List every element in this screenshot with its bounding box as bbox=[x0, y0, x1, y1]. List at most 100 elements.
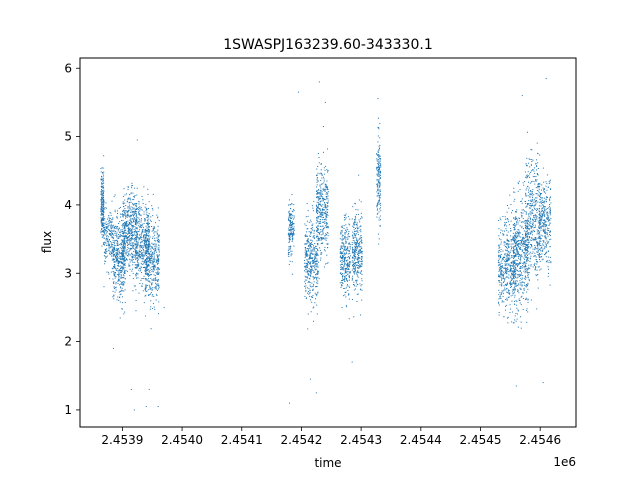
data-point bbox=[112, 244, 114, 246]
data-point bbox=[119, 277, 121, 279]
data-point bbox=[317, 224, 319, 226]
data-point bbox=[289, 229, 291, 231]
data-point bbox=[354, 253, 356, 255]
data-point bbox=[138, 225, 140, 227]
data-point bbox=[316, 230, 318, 232]
data-point bbox=[109, 224, 111, 226]
data-point bbox=[125, 216, 127, 218]
data-point bbox=[327, 262, 329, 264]
data-point bbox=[505, 246, 507, 248]
data-point bbox=[360, 261, 362, 263]
data-point bbox=[158, 254, 160, 256]
data-point bbox=[149, 288, 151, 290]
data-point bbox=[156, 237, 158, 239]
data-point bbox=[525, 252, 527, 254]
data-point bbox=[291, 239, 293, 241]
data-point bbox=[512, 268, 514, 270]
data-point bbox=[353, 222, 355, 224]
data-point bbox=[117, 296, 119, 298]
data-point bbox=[307, 267, 309, 269]
data-point bbox=[121, 258, 123, 260]
data-point bbox=[361, 261, 363, 263]
data-point bbox=[305, 234, 307, 236]
data-point bbox=[527, 282, 529, 284]
data-point bbox=[103, 225, 105, 227]
data-point bbox=[148, 230, 150, 232]
data-point bbox=[500, 239, 502, 241]
data-point bbox=[521, 214, 523, 216]
data-point bbox=[500, 261, 502, 263]
data-point bbox=[506, 269, 508, 271]
data-point bbox=[340, 286, 342, 288]
data-point bbox=[536, 237, 538, 239]
data-point bbox=[153, 248, 155, 250]
data-point bbox=[156, 273, 158, 275]
data-point bbox=[531, 195, 533, 197]
data-point bbox=[324, 205, 326, 207]
data-point bbox=[154, 266, 156, 268]
data-point bbox=[100, 221, 102, 223]
data-point bbox=[132, 202, 134, 204]
data-point bbox=[123, 225, 125, 227]
data-point bbox=[377, 149, 379, 151]
data-point bbox=[342, 250, 344, 252]
data-point bbox=[128, 253, 130, 255]
data-point bbox=[498, 281, 500, 283]
data-point bbox=[538, 235, 540, 237]
data-point bbox=[108, 228, 110, 230]
data-point bbox=[122, 211, 124, 213]
data-point bbox=[349, 270, 351, 272]
data-point bbox=[139, 226, 141, 228]
data-point bbox=[500, 269, 502, 271]
data-point bbox=[317, 228, 319, 230]
data-point bbox=[122, 266, 124, 268]
data-point bbox=[321, 238, 323, 240]
data-point bbox=[498, 270, 500, 272]
data-point bbox=[148, 275, 150, 277]
data-point bbox=[379, 169, 381, 171]
data-point bbox=[316, 211, 318, 213]
data-point bbox=[131, 221, 133, 223]
data-point bbox=[518, 284, 520, 286]
data-point bbox=[326, 211, 328, 213]
data-point bbox=[346, 262, 348, 264]
data-point bbox=[138, 214, 140, 216]
data-point bbox=[288, 230, 290, 232]
data-point bbox=[122, 254, 124, 256]
data-point bbox=[150, 216, 152, 218]
data-point bbox=[307, 264, 309, 266]
data-point bbox=[519, 254, 521, 256]
data-point bbox=[104, 237, 106, 239]
data-point bbox=[516, 269, 518, 271]
data-point bbox=[537, 274, 539, 276]
data-point bbox=[525, 224, 526, 226]
data-point bbox=[378, 171, 380, 173]
data-point bbox=[308, 281, 310, 283]
data-point bbox=[359, 249, 361, 251]
data-point bbox=[310, 231, 312, 233]
data-point bbox=[114, 274, 116, 276]
data-point bbox=[142, 239, 144, 241]
data-point bbox=[145, 255, 147, 257]
data-point bbox=[531, 212, 533, 214]
data-point bbox=[148, 242, 150, 244]
data-point bbox=[122, 251, 124, 253]
data-point bbox=[113, 227, 115, 229]
data-point bbox=[514, 239, 516, 241]
data-point bbox=[497, 280, 499, 282]
data-point bbox=[518, 299, 520, 301]
data-point bbox=[121, 253, 123, 255]
data-point bbox=[519, 244, 521, 246]
data-point bbox=[530, 189, 532, 191]
data-point bbox=[109, 230, 111, 232]
data-point bbox=[123, 236, 125, 237]
data-point bbox=[316, 277, 318, 279]
data-point bbox=[500, 232, 502, 234]
data-point bbox=[517, 266, 519, 268]
data-point bbox=[115, 260, 117, 262]
data-point bbox=[360, 259, 362, 261]
data-point bbox=[115, 245, 117, 247]
data-point bbox=[523, 184, 525, 186]
data-point bbox=[379, 157, 381, 159]
data-point bbox=[132, 211, 134, 213]
